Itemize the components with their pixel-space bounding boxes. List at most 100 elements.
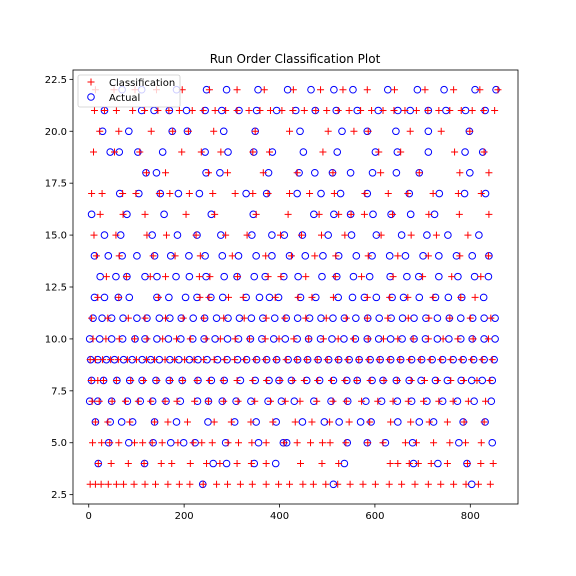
classification-point [425,210,433,218]
classification-point [139,439,147,447]
classification-point [162,273,170,281]
classification-point [416,356,424,364]
classification-point [136,148,144,156]
classification-point [171,356,179,364]
classification-point [346,480,354,488]
classification-point [305,335,313,343]
actual-point [218,252,227,260]
classification-point [88,190,96,198]
legend-marker-actual [87,93,95,101]
classification-point [200,314,208,322]
classification-point [437,480,445,488]
classification-point [393,376,401,384]
classification-point [141,106,149,114]
classification-point [162,169,170,177]
classification-point [266,397,274,405]
y-tick-label: 2.5 [51,490,67,501]
classification-point [460,418,468,426]
classification-point [474,480,482,488]
actual-point [423,231,431,239]
classification-point [289,86,297,94]
classification-point [190,356,198,364]
actual-point [301,252,310,260]
classification-point [178,148,186,156]
classification-point [99,356,107,364]
classification-point [406,356,414,364]
classification-point [228,252,236,260]
classification-point [394,460,402,468]
classification-point [345,418,353,426]
classification-point [174,439,182,447]
actual-point [195,189,204,198]
legend-marker-classification [87,78,95,86]
classification-point [335,210,343,218]
classification-point [278,106,286,114]
classification-point [264,273,272,281]
classification-point [332,252,340,260]
classification-point [384,190,392,198]
actual-point [461,148,469,156]
classification-point [450,86,458,94]
classification-point [269,418,277,426]
classification-point [199,106,207,114]
classification-point [342,439,350,447]
actual-point [152,168,161,177]
classification-point [262,439,270,447]
actual-point [173,231,182,239]
classification-point [131,335,139,343]
classification-point [480,148,488,156]
classification-point [168,460,176,468]
classification-point [146,273,154,281]
actual-point [100,231,109,239]
actual-point [255,293,264,302]
classification-point [141,480,149,488]
classification-point [131,439,139,447]
classification-point [162,314,170,322]
classification-point [157,460,165,468]
classification-point [375,356,383,364]
classification-point [164,418,172,426]
classification-point [148,439,156,447]
classification-point [115,439,123,447]
classification-point [166,190,174,198]
actual-point [433,314,442,322]
classification-point [216,460,224,468]
classification-point [293,169,301,177]
classification-point [104,418,112,426]
actual-point [365,272,374,281]
y-tick-label: 12.5 [45,283,67,294]
classification-point [175,480,183,488]
classification-point [468,356,476,364]
actual-point [403,272,411,281]
actual-point [456,314,465,322]
classification-point [374,397,382,405]
classification-point [421,376,429,384]
classification-point [377,169,385,177]
classification-point [89,335,97,343]
classification-point [360,210,368,218]
classification-point [251,127,259,135]
classification-point [96,127,104,135]
classification-point [162,231,170,239]
actual-point [125,293,134,302]
classification-point [172,335,180,343]
classification-point [91,418,99,426]
classification-point [364,252,372,260]
classification-point [112,376,120,384]
actual-point [424,127,433,136]
classification-point [415,169,423,177]
classification-point [387,418,395,426]
classification-point [353,376,361,384]
classification-point [291,418,299,426]
classification-point [394,252,402,260]
y-tick-label: 5.0 [51,438,67,449]
classification-point [407,418,415,426]
classification-point [259,169,267,177]
y-tick-label: 15.0 [45,231,67,242]
classification-point [213,480,221,488]
classification-point [299,480,307,488]
classification-point [485,169,493,177]
classification-point [100,376,108,384]
legend-circle-marker [87,93,95,101]
actual-point [133,314,141,322]
